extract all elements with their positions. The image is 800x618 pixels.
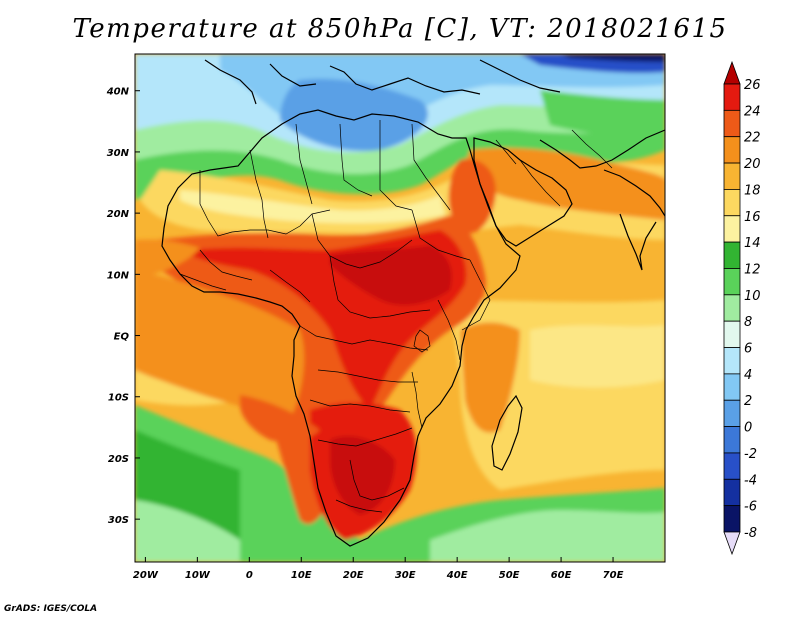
colorbar-swatch [723,109,741,138]
colorbar-under-arrow [723,531,741,556]
map-title: Temperature at 850hPa [C], VT: 201802161… [72,14,728,44]
colorbar-label: 18 [744,183,761,198]
europe-coastline [204,59,561,105]
y-tick-label: 30S [108,515,129,526]
africa-coastline [161,109,521,547]
arabia-coastline [473,137,573,247]
y-tick-label: EQ [114,332,130,343]
credit-label: GrADS: IGES/COLA [4,604,98,614]
colorbar-swatch [723,373,741,401]
colorbar-label: 26 [744,78,761,93]
colorbar-swatch [723,215,741,243]
colorbar-label: 22 [744,131,761,146]
x-tick-label: 50E [499,570,520,581]
x-tick-label: 40E [446,570,468,581]
y-tick-label: 10N [107,270,130,281]
india-coastline [603,169,665,271]
x-axis-ticks: 20W 10W 0 10E 20E 30E 40E 50E 60E 70E [133,557,624,581]
colorbar-label: 24 [744,104,761,119]
colorbar-swatch [723,452,741,480]
colorbar-label: -6 [744,500,757,515]
colorbar-label: 6 [744,342,752,357]
y-tick-label: 10S [108,393,129,404]
colorbar-label: 12 [744,262,761,277]
x-tick-label: 30E [395,570,416,581]
colorbar-label: -4 [744,473,757,488]
x-tick-label: 10W [185,570,211,581]
temperature-field [135,54,665,562]
madagascar-coastline [491,394,523,471]
persian-gulf-coastline [539,129,665,169]
colorbar-swatch [723,426,741,454]
x-tick-label: 70E [603,570,624,581]
x-tick-label: 10E [291,570,312,581]
colorbar-swatch [723,347,741,375]
colorbar-swatch [723,320,741,348]
colorbar-swatch [723,399,741,427]
colorbar-label: 14 [744,236,761,251]
colorbar-swatch [723,162,741,190]
y-tick-label: 20S [108,454,129,465]
country-borders [179,120,613,513]
colorbar-swatch [723,268,741,296]
colorbar-label: -2 [744,447,757,462]
coastlines [161,59,665,547]
y-tick-label: 20N [107,209,130,220]
colorbar-label: 2 [744,394,752,409]
plot-frame [134,53,666,563]
colorbar-label: -8 [744,526,757,541]
colorbar-swatch [723,83,741,111]
colorbar-swatch [723,505,741,533]
colorbar-label: 20 [744,157,761,172]
colorbar-swatch [723,294,741,322]
colorbar-swatch [723,478,741,507]
y-tick-label: 40N [106,87,130,98]
colorbar-label: 4 [744,368,752,383]
y-tick-label: 30N [107,148,130,159]
x-tick-label: 20W [133,570,159,581]
colorbar-label: 16 [744,210,761,225]
colorbar-label: 10 [744,289,761,304]
colorbar-swatch [723,241,741,269]
x-tick-label: 0 [246,570,253,581]
colorbar-label: 8 [744,315,752,330]
y-axis-ticks: 40N 30N 20N 10N EQ 10S 20S 30S [106,87,140,526]
x-tick-label: 60E [551,570,572,581]
colorbar-label: 0 [744,421,752,436]
colorbar-swatch [723,136,741,164]
colorbar-over-arrow [723,60,741,85]
x-tick-label: 20E [343,570,364,581]
colorbar-swatch [723,189,741,217]
